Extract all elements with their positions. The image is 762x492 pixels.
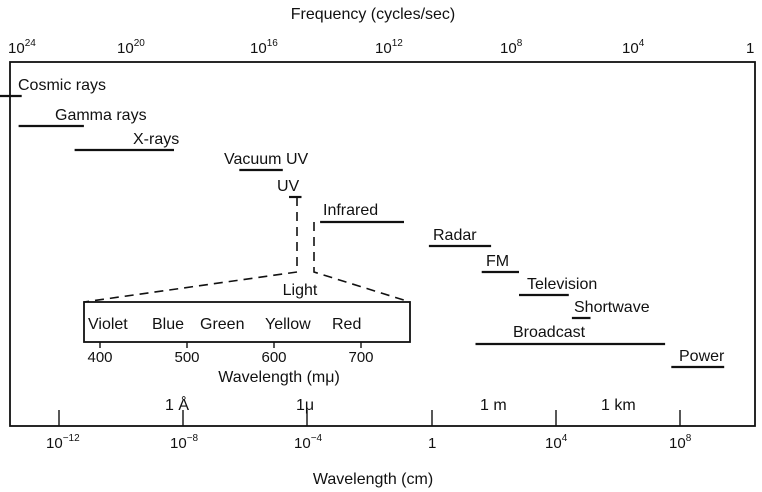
frequency-tick-label: 1016: [250, 38, 278, 57]
light-color-yellow: Yellow: [265, 316, 311, 333]
band-label-radar: Radar: [433, 227, 477, 244]
wavelength-tick-label: 1: [428, 435, 436, 452]
light-scale-label-500: 500: [174, 349, 199, 366]
light-scale-label-600: 600: [261, 349, 286, 366]
band-label-power: Power: [679, 348, 725, 365]
light-scale-label-700: 700: [348, 349, 373, 366]
band-label-uv: UV: [277, 178, 300, 195]
light-color-violet: Violet: [88, 316, 128, 333]
band-label-gamma-rays: Gamma rays: [55, 107, 147, 124]
frequency-tick-label: 1012: [375, 38, 403, 57]
spectrum-frame: [9, 61, 756, 427]
wavelength-tick-label: 104: [545, 433, 568, 452]
frequency-axis-title: Frequency (cycles/sec): [291, 6, 456, 23]
band-label-fm: FM: [486, 253, 509, 270]
reference-mark-angstrom: 1 Å: [165, 395, 189, 414]
band-label-shortwave: Shortwave: [574, 299, 650, 316]
band-label-television: Television: [527, 276, 597, 293]
frequency-tick-label: 1024: [8, 38, 36, 57]
band-label-x-rays: X-rays: [133, 131, 179, 148]
band-label-cosmic-rays: Cosmic rays: [18, 77, 106, 94]
reference-mark-micron: 1μ: [296, 397, 314, 414]
band-label-broadcast: Broadcast: [513, 324, 586, 341]
light-title: Light: [283, 282, 318, 299]
light-scale-label-400: 400: [87, 349, 112, 366]
light-connector-left: [83, 197, 298, 303]
light-color-green: Green: [200, 316, 244, 333]
wavelength-tick-label: 108: [669, 433, 692, 452]
light-color-red: Red: [332, 316, 361, 333]
reference-mark-kilometer: 1 km: [601, 397, 636, 414]
wavelength-tick-label: 10−12: [46, 433, 80, 452]
light-connector-right: [313, 222, 411, 303]
wavelength-axis-title: Wavelength (cm): [313, 471, 433, 488]
frequency-tick-label: 104: [622, 38, 645, 57]
light-scale-title: Wavelength (mμ): [218, 369, 340, 386]
wavelength-tick-label: 10−8: [170, 433, 199, 452]
band-label-infrared: Infrared: [323, 202, 378, 219]
reference-mark-meter: 1 m: [480, 397, 507, 414]
band-label-vacuum-uv: Vacuum UV: [224, 151, 309, 168]
wavelength-tick-label: 10−4: [294, 433, 323, 452]
spectrum-bands: [0, 94, 725, 369]
frequency-tick-label: 1: [746, 40, 754, 57]
visible-light-box: [83, 301, 411, 343]
light-color-blue: Blue: [152, 316, 184, 333]
frequency-tick-label: 1020: [117, 38, 145, 57]
frequency-tick-label: 108: [500, 38, 523, 57]
